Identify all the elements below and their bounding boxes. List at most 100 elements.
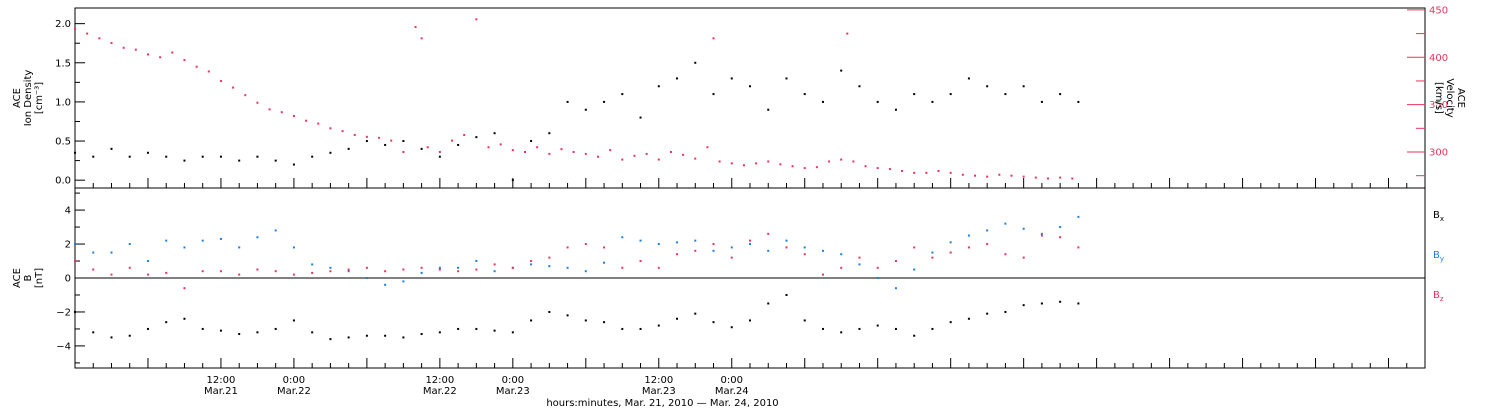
density-point	[219, 155, 222, 158]
b-point-bx	[1077, 302, 1080, 305]
b-point-bx	[785, 293, 788, 296]
b-point-by	[347, 270, 350, 273]
velocity-tick-label: 400	[1429, 53, 1448, 64]
velocity-point	[511, 149, 514, 152]
velocity-point	[815, 166, 818, 169]
b-point-by	[949, 241, 952, 244]
velocity-point	[712, 37, 715, 40]
density-point	[402, 140, 405, 143]
b-point-by	[876, 277, 879, 279]
x-tick-time-label: 0:00	[721, 375, 743, 386]
b-point-by	[292, 246, 295, 249]
b-point-bz	[694, 249, 697, 252]
b-point-bx	[749, 319, 751, 322]
b-point-bz	[676, 253, 679, 256]
velocity-point	[402, 151, 405, 153]
velocity-point	[420, 37, 423, 40]
b-point-by	[603, 261, 606, 264]
b-point-by	[219, 237, 222, 240]
b-point-bx	[457, 327, 460, 330]
b-point-by	[1077, 215, 1080, 218]
b-point-by	[548, 265, 551, 268]
x-tick-time-label: 12:00	[425, 375, 454, 386]
b-point-bx	[986, 312, 989, 315]
b-point-bz	[511, 266, 514, 269]
b-point-bz	[876, 266, 879, 269]
b-point-by	[1040, 232, 1043, 235]
b-point-bz	[913, 246, 916, 249]
b-point-bz	[146, 273, 149, 276]
density-point	[730, 77, 733, 80]
b-point-bx	[438, 331, 441, 334]
velocity-point	[365, 135, 368, 138]
velocity-point	[159, 56, 162, 59]
b-point-bz	[767, 232, 770, 235]
density-point	[110, 147, 113, 150]
time-axis: 12:00Mar.210:00Mar.2212:00Mar.220:00Mar.…	[74, 178, 1426, 409]
b-point-bx	[274, 327, 277, 330]
density-point	[548, 132, 551, 135]
velocity-point	[1071, 177, 1074, 180]
density-tick-label: 0.0	[55, 176, 71, 187]
b-point-bz	[967, 246, 970, 249]
b-point-by	[165, 239, 168, 242]
b-point-bx	[603, 321, 606, 324]
b-point-by	[840, 253, 843, 256]
b-point-bz	[92, 268, 95, 271]
b-point-bx	[347, 336, 350, 339]
b-point-bz	[949, 251, 952, 254]
velocity-point	[134, 48, 137, 51]
velocity-point	[1022, 175, 1025, 178]
density-point	[676, 77, 679, 80]
b-point-bz	[274, 270, 277, 273]
velocity-point	[451, 139, 454, 142]
b-point-bz	[74, 260, 76, 263]
b-point-bz	[256, 268, 259, 271]
velocity-point	[317, 122, 320, 125]
density-point	[292, 163, 295, 166]
b-point-by	[402, 280, 405, 283]
x-tick-time-label: 12:00	[207, 375, 236, 386]
b-point-bz	[110, 273, 113, 276]
b-point-bx	[639, 327, 642, 330]
velocity-point	[195, 65, 198, 68]
density-point	[165, 155, 168, 158]
b-point-by	[128, 243, 131, 246]
density-point	[1022, 85, 1025, 88]
velocity-point	[171, 51, 174, 54]
top-panel-frame	[74, 7, 1426, 189]
density-point	[603, 100, 606, 103]
density-point	[785, 77, 788, 80]
velocity-point	[596, 155, 599, 158]
b-point-bz	[657, 266, 660, 269]
density-point	[347, 147, 350, 150]
velocity-point	[536, 146, 539, 149]
b-point-bx	[657, 324, 660, 327]
legend-entry-letter: B	[1433, 290, 1440, 301]
velocity-point	[584, 152, 587, 155]
b-point-bz	[457, 270, 460, 273]
density-point	[621, 93, 624, 96]
velocity-point	[767, 160, 770, 163]
b-point-by	[420, 271, 423, 274]
b-tick-label: −4	[56, 341, 71, 352]
velocity-axis-title-line: Velocity	[1444, 78, 1455, 117]
b-tick-label: 4	[65, 206, 71, 217]
b-point-bz	[493, 263, 496, 266]
density-point	[420, 147, 423, 150]
x-tick-date-label: Mar.22	[423, 386, 457, 397]
velocity-point	[621, 158, 624, 161]
density-point	[183, 159, 186, 162]
b-tick-label: −2	[56, 307, 71, 318]
density-point	[146, 151, 149, 154]
velocity-axis-title-line: ACE	[1455, 88, 1466, 108]
density-point	[749, 85, 751, 88]
density-axis-title: ACEIon Density[cm⁻³]	[12, 70, 45, 127]
b-point-bx	[584, 319, 587, 322]
velocity-point	[961, 173, 964, 176]
velocity-point	[280, 111, 283, 114]
